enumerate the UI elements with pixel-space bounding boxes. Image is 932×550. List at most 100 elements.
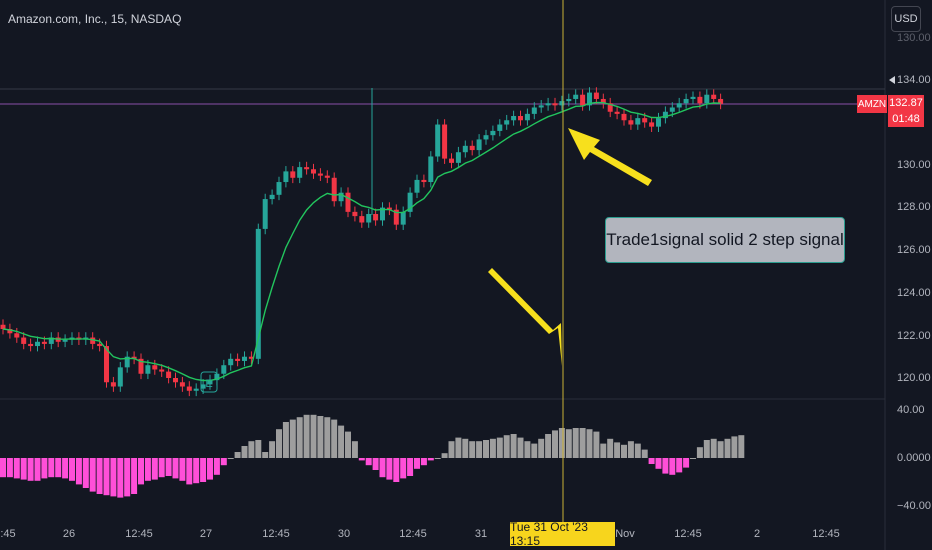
oscillator-bar: [552, 430, 558, 458]
oscillator-bar: [227, 458, 234, 459]
oscillator-bar: [296, 417, 303, 458]
oscillator-bar: [172, 458, 179, 479]
candle: [283, 171, 289, 183]
oscillator-bar: [434, 458, 441, 459]
candle: [524, 113, 530, 121]
oscillator-bar: [269, 441, 276, 458]
candle: [607, 103, 613, 112]
oscillator-bar: [103, 458, 110, 496]
oscillator-bar: [158, 458, 165, 478]
oscillator-tick: −40.00: [897, 500, 931, 512]
time-tick: 12:45: [262, 528, 290, 540]
oscillator-bar: [469, 441, 476, 458]
candle: [531, 107, 537, 114]
candle: [600, 98, 606, 104]
oscillator-bar: [662, 458, 669, 474]
candle: [656, 118, 661, 127]
oscillator-bar: [200, 458, 207, 482]
candle: [511, 116, 517, 121]
oscillator-bar: [420, 458, 427, 466]
candle: [490, 130, 496, 136]
oscillator-bar: [703, 440, 710, 458]
candle: [152, 365, 158, 370]
candle: [124, 356, 130, 368]
oscillator-bar: [683, 458, 690, 468]
oscillator-bar: [282, 422, 289, 458]
time-tick: 27: [199, 528, 213, 540]
oscillator-bar: [676, 458, 683, 473]
oscillator-bar: [62, 458, 69, 479]
oscillator-bar: [655, 458, 662, 469]
time-tick: 12:45: [125, 528, 153, 540]
symbol-title[interactable]: Amazon.com, Inc., 15, NASDAQ: [8, 12, 182, 26]
signal-callout-note[interactable]: Trade1signal solid 2 step signal: [605, 217, 845, 263]
oscillator-bar: [476, 441, 483, 458]
candle: [179, 382, 185, 387]
oscillator-bar: [517, 437, 524, 458]
oscillator-bar: [579, 428, 586, 458]
candle: [21, 337, 27, 344]
oscillator-bar: [55, 458, 62, 478]
candle: [373, 213, 379, 221]
currency-button[interactable]: USD: [891, 6, 921, 32]
oscillator-bar: [483, 440, 489, 458]
oscillator-bar: [641, 449, 648, 458]
oscillator-bar: [117, 458, 124, 498]
time-tick: 31: [474, 528, 488, 540]
candle: [235, 358, 241, 361]
oscillator-bar: [338, 425, 345, 458]
candle: [242, 356, 247, 361]
oscillator-bar: [648, 458, 655, 464]
ticker-price-tag: AMZN: [857, 95, 887, 113]
oscillator-bar: [407, 458, 414, 476]
oscillator-bar: [131, 458, 138, 494]
candle: [669, 107, 675, 112]
oscillator-bar: [324, 417, 331, 458]
oscillator-bar: [276, 429, 282, 458]
oscillator-bar: [545, 434, 552, 458]
candle: [193, 388, 199, 391]
candle: [559, 101, 565, 106]
oscillator-bar: [255, 440, 262, 458]
oscillator-tick: 40.00: [897, 404, 925, 416]
oscillator-bar: [710, 438, 717, 458]
oscillator-bar: [538, 438, 545, 458]
oscillator-bar: [48, 458, 55, 478]
price-tick: 130.00: [897, 32, 931, 44]
oscillator-bar: [427, 458, 434, 461]
candle: [628, 120, 634, 125]
price-tick: 126.00: [897, 244, 931, 256]
oscillator-bar: [441, 453, 448, 458]
oscillator-bar: [138, 458, 144, 485]
oscillator-bar: [179, 458, 186, 481]
time-tick: 30: [337, 528, 351, 540]
candle: [228, 358, 234, 366]
earnings-marker: [200, 371, 218, 393]
oscillator-bar: [82, 458, 89, 488]
oscillator-bar: [69, 458, 75, 481]
candle: [331, 177, 337, 202]
oscillator-bar: [13, 458, 20, 479]
earnings-marker-label: E: [205, 378, 212, 390]
candle: [587, 92, 592, 106]
arrow-icon: [488, 268, 562, 366]
candle: [593, 92, 599, 99]
oscillator-bar: [186, 458, 193, 485]
candle: [117, 367, 123, 387]
time-tick: 12:45: [674, 528, 702, 540]
candle: [462, 145, 468, 153]
oscillator-bar: [379, 458, 386, 478]
candle: [276, 182, 282, 195]
candle: [414, 179, 420, 193]
moving-average-line: [2, 101, 721, 382]
candle: [255, 228, 261, 359]
candle: [110, 382, 116, 387]
oscillator-bar: [593, 431, 600, 458]
oscillator-bar: [614, 442, 621, 458]
oscillator-bar: [565, 429, 572, 458]
candle: [449, 158, 454, 163]
candle: [400, 211, 406, 225]
candle: [635, 118, 641, 125]
oscillator-bar: [393, 458, 400, 482]
